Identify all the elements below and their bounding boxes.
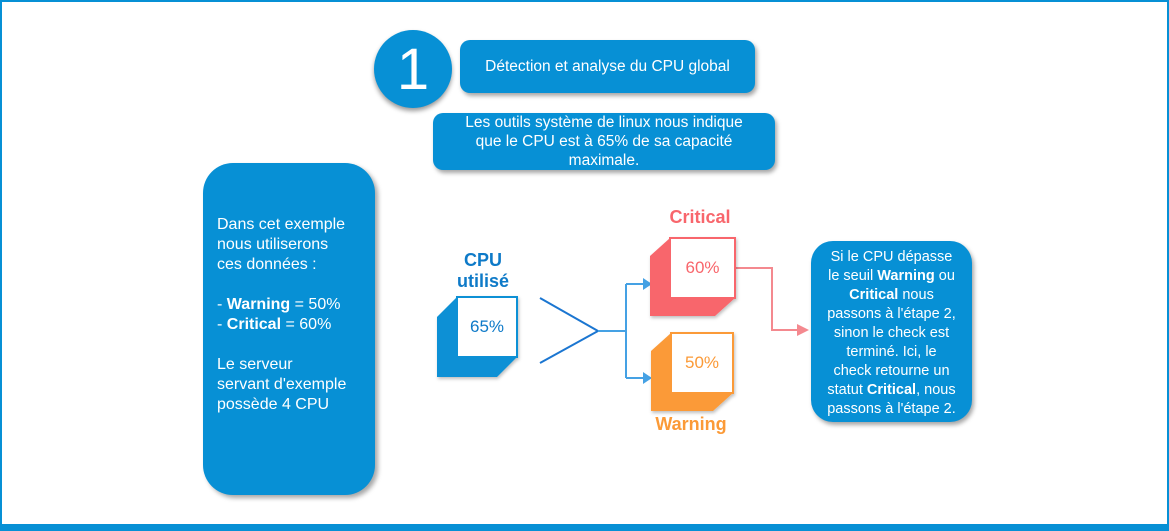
text-line: terminé. Ici, le [846, 344, 937, 360]
text-line: passons à l'étape 2, [827, 306, 956, 322]
critical-label: Critical [669, 207, 731, 227]
cpu-used-value: 65% [469, 317, 505, 336]
text-line: maximale. [568, 152, 640, 169]
text-line: possède 4 CPU [217, 396, 330, 413]
critical-to-conclusion-line [735, 267, 797, 331]
example-box: Dans cet exemple nous utiliserons ces donn… [203, 163, 375, 495]
text-line: servant d'exemple [217, 376, 347, 393]
text-line: nous utiliserons [217, 236, 329, 253]
step-title-box: Détection et analyse du CPU global [460, 40, 755, 93]
text-line: - Critical = 60% [217, 316, 332, 333]
critical-cube [650, 237, 736, 316]
step-number: 1 [396, 36, 430, 102]
text-line: - Warning = 50% [217, 296, 341, 313]
text-line: Le serveur [217, 356, 293, 373]
warning-threshold-value: 50% [684, 353, 720, 372]
arrow-to-conclusion-icon [797, 324, 809, 336]
branch-lines [598, 283, 643, 379]
cpu-used-cube [437, 296, 518, 377]
text-line: Dans cet exemple [217, 216, 346, 233]
step-number-badge: 1 [374, 30, 452, 108]
info-box: Les outils système de linux nous indique… [433, 113, 775, 170]
critical-threshold-value: 60% [685, 258, 720, 277]
text-line [217, 335, 362, 355]
cpu-used-label: CPU utilisé [428, 250, 538, 292]
text-line [217, 275, 362, 295]
text-line: ces données : [217, 256, 317, 273]
text-line: Critical nous [849, 287, 934, 303]
text-line: que le CPU est à 65% de sa capacité [475, 133, 733, 150]
text-line: passons à l'étape 2. [827, 401, 956, 417]
text-line: CPU [463, 250, 502, 270]
text-line: Si le CPU dépasse [830, 249, 953, 265]
text-line: Les outils système de linux nous indique [465, 114, 743, 131]
warning-cube [651, 332, 734, 411]
arrow-to-warning-icon [643, 372, 652, 384]
arrow-to-critical-icon [643, 278, 652, 290]
text-line: statut Critical, nous [827, 382, 956, 398]
text-line: utilisé [456, 271, 509, 291]
split-chevron [539, 297, 601, 364]
step-title: Détection et analyse du CPU global [485, 57, 730, 75]
conclusion-box: Si le CPU dépasse le seuil Warning ou Crit… [811, 241, 972, 422]
text-line: check retourne un [833, 363, 950, 379]
warning-label: Warning [655, 414, 727, 434]
text-line: sinon le check est [833, 325, 950, 341]
text-line: le seuil Warning ou [828, 268, 955, 284]
